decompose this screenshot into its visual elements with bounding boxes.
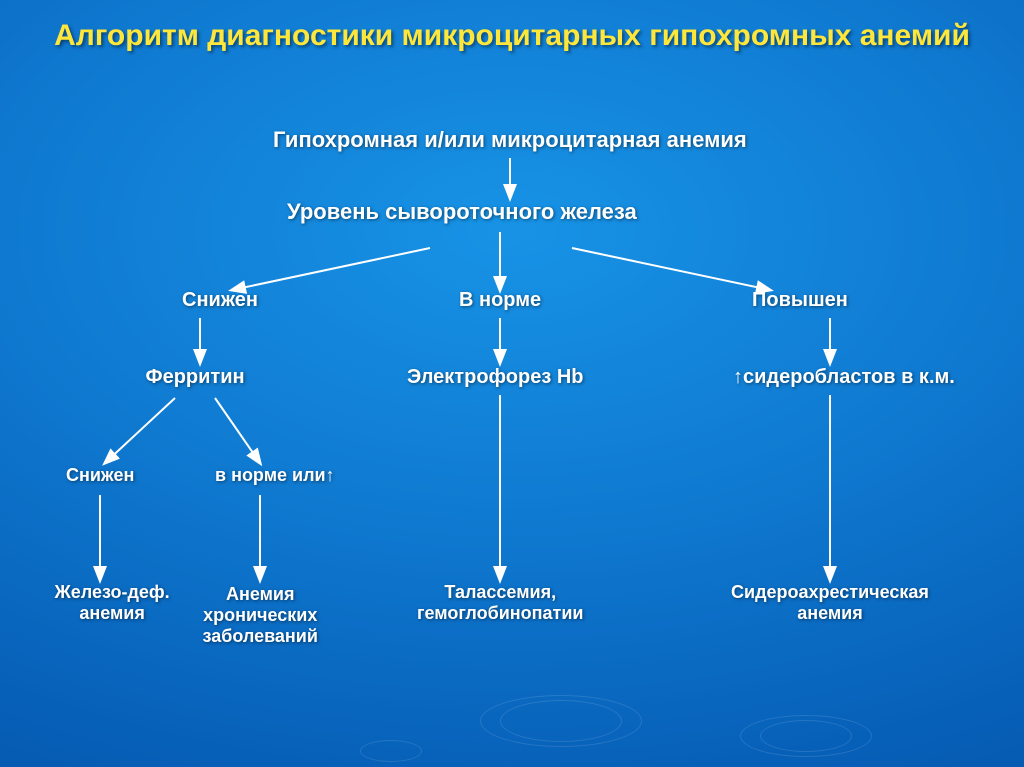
slide: Алгоритм диагностики микроцитарных гипох… xyxy=(0,0,1024,767)
ripple xyxy=(360,740,422,762)
slide-title: Алгоритм диагностики микроцитарных гипох… xyxy=(0,0,1024,54)
node-serumFe: Уровень сывороточного железа xyxy=(287,199,637,225)
node-feLow: Снижен xyxy=(182,289,258,312)
node-sidero: ↑сидеробластов в к.м. xyxy=(733,366,955,389)
node-root: Гипохромная и/или микроцитарная анемия xyxy=(273,127,747,153)
edge-ferritin-ferLow xyxy=(105,398,175,463)
edge-serumFe-feHigh xyxy=(572,248,770,290)
node-leaf1: Железо-деф. анемия xyxy=(55,582,170,624)
node-leaf2: Анемия хронических заболеваний xyxy=(203,584,318,647)
node-ferLow: Снижен xyxy=(66,465,134,486)
node-feHigh: Повышен xyxy=(752,289,848,312)
ripple xyxy=(740,715,872,757)
node-leaf4: Сидероахрестическая анемия xyxy=(731,582,929,624)
node-feNorm: В норме xyxy=(459,289,541,312)
edge-serumFe-feLow xyxy=(232,248,430,290)
node-leaf3: Талассемия, гемоглобинопатии xyxy=(417,582,583,624)
node-ferritin: Ферритин xyxy=(146,366,245,389)
node-epHb: Электрофорез Hb xyxy=(407,366,583,389)
edge-ferritin-ferNormUp xyxy=(215,398,260,463)
ripple xyxy=(480,695,642,747)
node-ferNormUp: в норме или↑ xyxy=(215,465,335,486)
